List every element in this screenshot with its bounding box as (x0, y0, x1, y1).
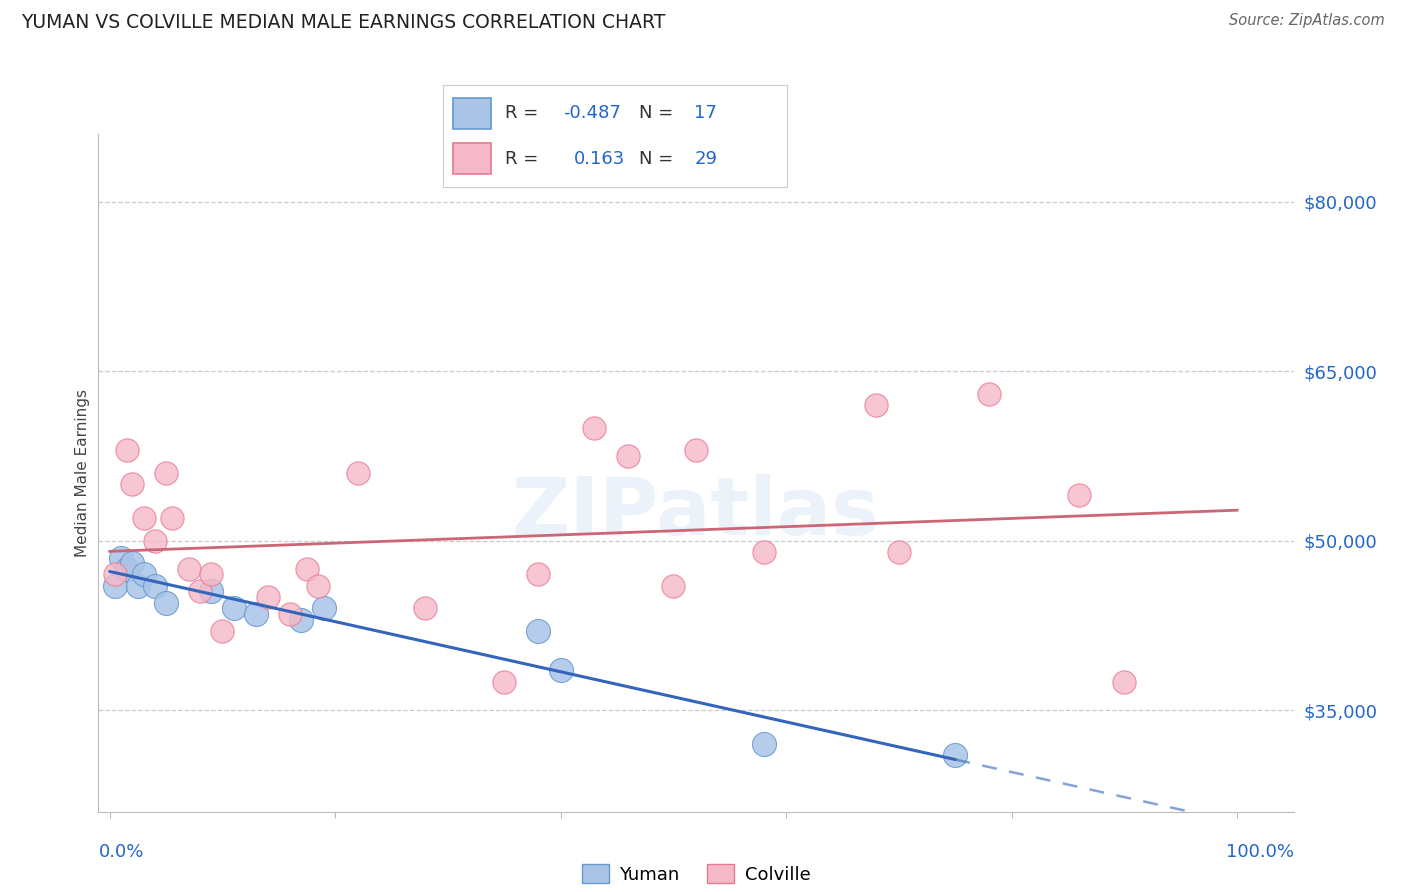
Point (943, 748, 966, 763)
Point (550, 664, 572, 678)
Point (245, 607, 267, 621)
Point (527, 567, 550, 582)
Legend: Yuman, Colville: Yuman, Colville (574, 857, 818, 891)
Point (865, 398, 887, 412)
Text: 100.0%: 100.0% (1226, 843, 1294, 861)
Point (662, 579, 685, 593)
Point (211, 624, 233, 638)
Text: N =: N = (640, 104, 673, 122)
Point (887, 545, 910, 559)
Text: YUMAN VS COLVILLE MEDIAN MALE EARNINGS CORRELATION CHART: YUMAN VS COLVILLE MEDIAN MALE EARNINGS C… (21, 13, 665, 32)
Point (752, 737, 775, 751)
Text: R =: R = (505, 150, 538, 168)
Point (685, 443, 707, 458)
FancyBboxPatch shape (453, 98, 491, 128)
Point (188, 584, 211, 599)
Point (222, 601, 245, 615)
Text: 29: 29 (695, 150, 717, 168)
Point (115, 562, 138, 576)
Point (256, 590, 278, 604)
Point (752, 545, 775, 559)
Point (127, 579, 149, 593)
Point (121, 477, 143, 491)
Text: N =: N = (640, 150, 673, 168)
Text: ZIPatlas: ZIPatlas (512, 475, 880, 552)
Text: Source: ZipAtlas.com: Source: ZipAtlas.com (1229, 13, 1385, 29)
Point (200, 567, 222, 582)
Point (155, 596, 177, 610)
Point (143, 579, 166, 593)
Point (346, 466, 368, 480)
Point (115, 443, 138, 458)
Text: 17: 17 (695, 104, 717, 122)
FancyBboxPatch shape (453, 144, 491, 174)
Point (155, 466, 177, 480)
Text: 0.0%: 0.0% (98, 843, 143, 861)
Point (494, 674, 516, 689)
Point (160, 511, 183, 525)
Point (977, 386, 1000, 401)
Point (121, 556, 143, 570)
Point (143, 533, 166, 548)
Point (312, 601, 335, 615)
Point (307, 579, 329, 593)
Point (104, 567, 127, 582)
Point (132, 567, 155, 582)
Point (177, 562, 200, 576)
Text: R =: R = (505, 104, 538, 122)
Point (527, 624, 550, 638)
Point (132, 511, 155, 525)
Point (200, 584, 222, 599)
Point (110, 550, 132, 565)
Point (295, 562, 318, 576)
Point (290, 613, 312, 627)
Point (617, 449, 640, 463)
Point (104, 579, 127, 593)
Point (415, 601, 437, 615)
Point (1114, 674, 1136, 689)
Point (1069, 488, 1091, 502)
Point (583, 420, 606, 434)
Y-axis label: Median Male Earnings: Median Male Earnings (75, 389, 90, 557)
Point (278, 607, 301, 621)
Text: -0.487: -0.487 (564, 104, 621, 122)
Text: 0.163: 0.163 (574, 150, 626, 168)
